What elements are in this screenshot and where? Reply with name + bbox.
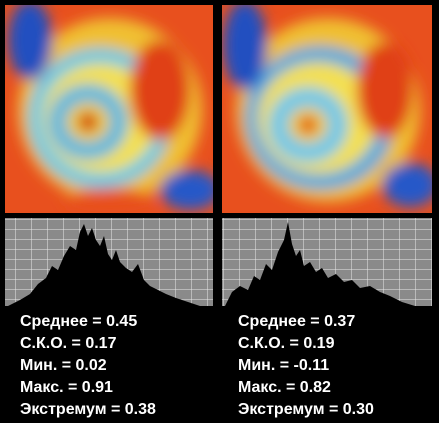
stats-right: Среднее = 0.37 С.К.О. = 0.19 Мин. = -0.1… — [238, 313, 374, 418]
stat-line: Мин. = 0.02 — [20, 357, 107, 374]
heatmap-right — [222, 5, 432, 213]
heatmap-left — [5, 5, 213, 213]
stat-line: Среднее = 0.37 — [238, 313, 355, 330]
stat-line: Макс. = 0.91 — [20, 379, 113, 396]
stat-line: Макс. = 0.82 — [238, 379, 331, 396]
stats-left: Среднее = 0.45 С.К.О. = 0.17 Мин. = 0.02… — [20, 313, 156, 418]
histogram-left — [5, 218, 213, 306]
stat-line: С.К.О. = 0.17 — [20, 335, 117, 352]
histogram-right — [222, 218, 432, 306]
stat-line: С.К.О. = 0.19 — [238, 335, 335, 352]
stat-line: Экстремум = 0.38 — [20, 401, 156, 418]
stat-line: Мин. = -0.11 — [238, 357, 329, 374]
stat-line: Экстремум = 0.30 — [238, 401, 374, 418]
stat-line: Среднее = 0.45 — [20, 313, 137, 330]
